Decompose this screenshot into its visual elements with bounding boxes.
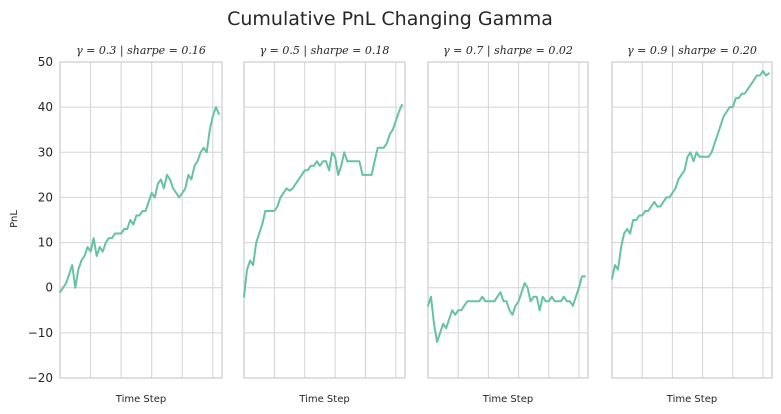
x-axis-label: Time Step [298, 394, 349, 405]
subplot-3: γ = 0.7 | sharpe = 0.02 Time Step [427, 44, 589, 405]
y-tick-label: 20 [38, 190, 53, 204]
axes-frame [59, 61, 223, 379]
y-tick-label: 0 [45, 281, 53, 295]
y-axis-label: PnL [9, 210, 20, 228]
subplot-title: γ = 0.5 | sharpe = 0.18 [260, 44, 390, 58]
subplot-title: γ = 0.7 | sharpe = 0.02 [443, 44, 573, 58]
x-axis-label: Time Step [482, 394, 533, 405]
y-tick-label: 40 [38, 100, 53, 114]
y-tick-label: 30 [38, 145, 53, 159]
axes-frame [243, 61, 406, 379]
subplot-grid: γ = 0.3 | sharpe = 0.16 Time Step −20 −10 0 1… [28, 44, 773, 405]
subplot-title: γ = 0.3 | sharpe = 0.16 [76, 44, 206, 58]
figure-title: Cumulative PnL Changing Gamma [227, 8, 553, 30]
y-tick-label: −20 [28, 371, 53, 385]
pnl-series-line [611, 70, 770, 280]
subplot-title: γ = 0.9 | sharpe = 0.20 [627, 44, 757, 58]
y-tick-label: 50 [38, 55, 53, 69]
y-tick-label: −10 [28, 326, 53, 340]
axes-frame [427, 61, 589, 379]
pnl-series-line [59, 106, 220, 294]
subplot-2: γ = 0.5 | sharpe = 0.18 Time Step [243, 44, 406, 405]
y-tick-label: 10 [38, 236, 53, 250]
x-axis-label: Time Step [666, 394, 717, 405]
axes-frame [611, 61, 773, 379]
subplot-1: γ = 0.3 | sharpe = 0.16 Time Step −20 −10 0 1… [28, 44, 223, 405]
pnl-series-line [427, 275, 586, 343]
subplot-4: γ = 0.9 | sharpe = 0.20 Time Step [611, 44, 773, 405]
x-axis-label: Time Step [115, 394, 166, 405]
pnl-series-line [243, 103, 403, 298]
